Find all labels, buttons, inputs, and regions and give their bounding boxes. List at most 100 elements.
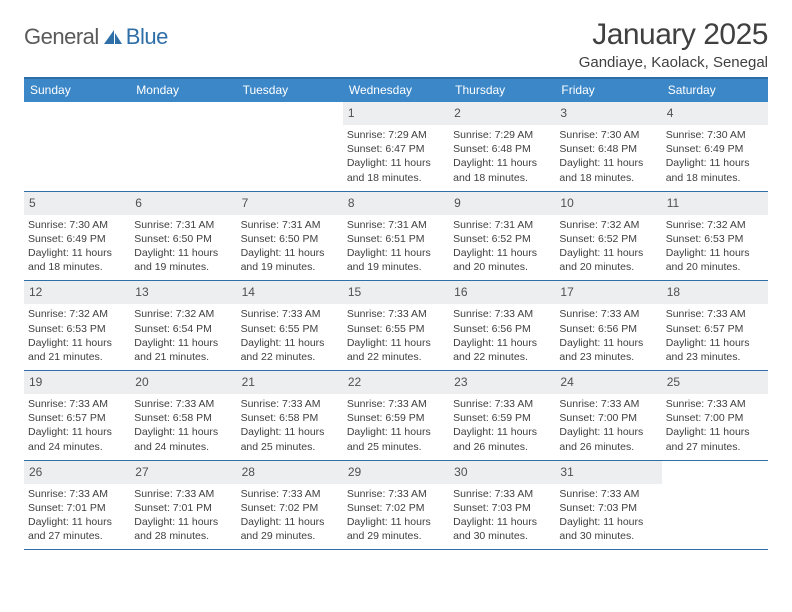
day-number-row: 7 [237, 192, 343, 215]
day-cell: 12Sunrise: 7:32 AMSunset: 6:53 PMDayligh… [24, 281, 130, 370]
day-cell: 5Sunrise: 7:30 AMSunset: 6:49 PMDaylight… [24, 192, 130, 281]
sunrise-text: Sunrise: 7:32 AM [28, 307, 126, 321]
sunrise-text: Sunrise: 7:33 AM [134, 487, 232, 501]
page-title: January 2025 [579, 18, 768, 52]
weeks-container: 1Sunrise: 7:29 AMSunset: 6:47 PMDaylight… [24, 102, 768, 550]
calendar: Sunday Monday Tuesday Wednesday Thursday… [24, 77, 768, 550]
day-number-row: 5 [24, 192, 130, 215]
day-number-row: 12 [24, 281, 130, 304]
daylight-text: and 18 minutes. [666, 171, 764, 185]
daylight-text: Daylight: 11 hours [241, 425, 339, 439]
sunset-text: Sunset: 6:55 PM [347, 322, 445, 336]
title-block: January 2025 Gandiaye, Kaolack, Senegal [579, 18, 768, 71]
sunrise-text: Sunrise: 7:33 AM [347, 397, 445, 411]
daylight-text: Daylight: 11 hours [241, 336, 339, 350]
day-number: 25 [667, 375, 680, 389]
day-number-row: 30 [449, 461, 555, 484]
day-cell: 10Sunrise: 7:32 AMSunset: 6:52 PMDayligh… [555, 192, 661, 281]
day-number: 5 [29, 196, 36, 210]
daylight-text: Daylight: 11 hours [347, 336, 445, 350]
day-cell [130, 102, 236, 191]
daylight-text: Daylight: 11 hours [666, 425, 764, 439]
sunset-text: Sunset: 6:49 PM [28, 232, 126, 246]
day-cell: 13Sunrise: 7:32 AMSunset: 6:54 PMDayligh… [130, 281, 236, 370]
day-number-row: 16 [449, 281, 555, 304]
location-subtitle: Gandiaye, Kaolack, Senegal [579, 54, 768, 71]
day-cell: 28Sunrise: 7:33 AMSunset: 7:02 PMDayligh… [237, 461, 343, 550]
daylight-text: Daylight: 11 hours [559, 156, 657, 170]
day-number: 11 [667, 196, 679, 210]
day-number: 23 [454, 375, 467, 389]
daylight-text: Daylight: 11 hours [347, 515, 445, 529]
daylight-text: Daylight: 11 hours [453, 425, 551, 439]
daylight-text: Daylight: 11 hours [453, 246, 551, 260]
weekday-header: Friday [555, 79, 661, 102]
daylight-text: and 29 minutes. [241, 529, 339, 543]
sunrise-text: Sunrise: 7:33 AM [666, 307, 764, 321]
daylight-text: and 22 minutes. [241, 350, 339, 364]
weekday-header-row: Sunday Monday Tuesday Wednesday Thursday… [24, 79, 768, 102]
day-cell [662, 461, 768, 550]
daylight-text: Daylight: 11 hours [453, 515, 551, 529]
day-number: 26 [29, 465, 42, 479]
sunrise-text: Sunrise: 7:33 AM [241, 307, 339, 321]
day-number: 15 [348, 285, 361, 299]
daylight-text: and 27 minutes. [666, 440, 764, 454]
day-number-row: 15 [343, 281, 449, 304]
daylight-text: Daylight: 11 hours [347, 425, 445, 439]
day-cell: 1Sunrise: 7:29 AMSunset: 6:47 PMDaylight… [343, 102, 449, 191]
weekday-header: Saturday [662, 79, 768, 102]
day-number-row: 11 [662, 192, 768, 215]
week-row: 19Sunrise: 7:33 AMSunset: 6:57 PMDayligh… [24, 371, 768, 461]
day-cell: 8Sunrise: 7:31 AMSunset: 6:51 PMDaylight… [343, 192, 449, 281]
day-cell: 29Sunrise: 7:33 AMSunset: 7:02 PMDayligh… [343, 461, 449, 550]
daylight-text: Daylight: 11 hours [28, 425, 126, 439]
day-number-row: 19 [24, 371, 130, 394]
day-cell: 4Sunrise: 7:30 AMSunset: 6:49 PMDaylight… [662, 102, 768, 191]
day-number-row: 20 [130, 371, 236, 394]
day-cell: 30Sunrise: 7:33 AMSunset: 7:03 PMDayligh… [449, 461, 555, 550]
day-number-row: 26 [24, 461, 130, 484]
day-number-row: 21 [237, 371, 343, 394]
sunrise-text: Sunrise: 7:33 AM [28, 487, 126, 501]
daylight-text: and 19 minutes. [347, 260, 445, 274]
day-cell: 16Sunrise: 7:33 AMSunset: 6:56 PMDayligh… [449, 281, 555, 370]
logo-sail-icon [102, 28, 124, 46]
daylight-text: Daylight: 11 hours [666, 246, 764, 260]
logo-text-general: General [24, 24, 99, 50]
sunset-text: Sunset: 6:50 PM [241, 232, 339, 246]
day-cell: 17Sunrise: 7:33 AMSunset: 6:56 PMDayligh… [555, 281, 661, 370]
sunset-text: Sunset: 6:53 PM [666, 232, 764, 246]
sunset-text: Sunset: 6:54 PM [134, 322, 232, 336]
day-number-row: 8 [343, 192, 449, 215]
day-number: 16 [454, 285, 467, 299]
day-cell [237, 102, 343, 191]
sunset-text: Sunset: 7:01 PM [134, 501, 232, 515]
daylight-text: and 25 minutes. [241, 440, 339, 454]
weekday-header: Tuesday [237, 79, 343, 102]
sunrise-text: Sunrise: 7:32 AM [559, 218, 657, 232]
day-number-row: 18 [662, 281, 768, 304]
day-number: 4 [667, 106, 674, 120]
day-cell: 31Sunrise: 7:33 AMSunset: 7:03 PMDayligh… [555, 461, 661, 550]
sunset-text: Sunset: 7:00 PM [559, 411, 657, 425]
sunrise-text: Sunrise: 7:32 AM [666, 218, 764, 232]
daylight-text: Daylight: 11 hours [559, 425, 657, 439]
day-number: 30 [454, 465, 467, 479]
sunset-text: Sunset: 6:55 PM [241, 322, 339, 336]
day-number-row: 9 [449, 192, 555, 215]
daylight-text: and 19 minutes. [134, 260, 232, 274]
daylight-text: and 28 minutes. [134, 529, 232, 543]
sunrise-text: Sunrise: 7:33 AM [347, 307, 445, 321]
logo-text-blue: Blue [126, 24, 168, 50]
sunset-text: Sunset: 6:57 PM [28, 411, 126, 425]
sunrise-text: Sunrise: 7:33 AM [453, 397, 551, 411]
sunrise-text: Sunrise: 7:31 AM [134, 218, 232, 232]
sunrise-text: Sunrise: 7:30 AM [666, 128, 764, 142]
day-number-row: 3 [555, 102, 661, 125]
day-number-row: 27 [130, 461, 236, 484]
day-number-row: 23 [449, 371, 555, 394]
daylight-text: and 24 minutes. [28, 440, 126, 454]
week-row: 5Sunrise: 7:30 AMSunset: 6:49 PMDaylight… [24, 192, 768, 282]
day-number: 27 [135, 465, 148, 479]
